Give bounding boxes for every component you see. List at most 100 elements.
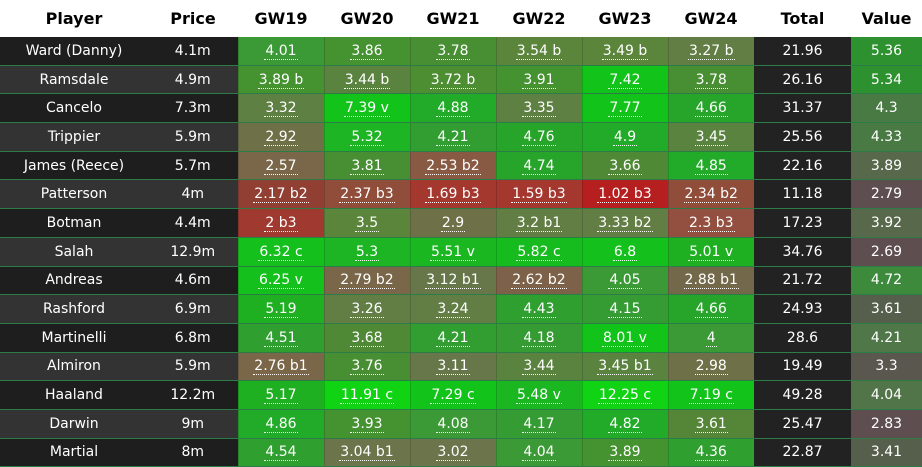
gameweek-score-cell[interactable]: 4.05: [581, 266, 668, 296]
gameweek-score-cell-label[interactable]: 8.01 v: [602, 329, 648, 347]
gameweek-score-cell[interactable]: 4.66: [667, 294, 754, 324]
gameweek-score-cell[interactable]: 3.2 b1: [495, 208, 582, 238]
gameweek-score-cell-label[interactable]: 4: [705, 329, 717, 347]
gameweek-score-cell[interactable]: 3.02: [409, 438, 496, 467]
gameweek-score-cell-label[interactable]: 4.01: [264, 42, 298, 60]
gameweek-score-cell-label[interactable]: 5.3: [354, 243, 380, 261]
gameweek-score-cell[interactable]: 3.76: [323, 352, 410, 382]
gameweek-score-cell[interactable]: 4.21: [409, 323, 496, 353]
gameweek-score-cell[interactable]: 3.54 b: [495, 37, 582, 66]
gameweek-score-cell[interactable]: 2.34 b2: [667, 179, 754, 210]
gameweek-score-cell-label[interactable]: 2.92: [264, 128, 298, 146]
gameweek-score-cell-label[interactable]: 6.8: [612, 243, 638, 261]
gameweek-score-cell[interactable]: 2.37 b3: [323, 179, 410, 210]
gameweek-score-cell-label[interactable]: 3.91: [522, 71, 556, 89]
gameweek-score-cell-label[interactable]: 3.93: [350, 415, 384, 433]
gameweek-score-cell-label[interactable]: 3.12 b1: [425, 272, 481, 290]
gameweek-score-cell[interactable]: 2.62 b2: [495, 266, 582, 296]
gameweek-score-cell[interactable]: 3.61: [667, 409, 754, 439]
gameweek-score-cell-label[interactable]: 2.57: [264, 157, 298, 175]
gameweek-score-cell-label[interactable]: 3.86: [350, 42, 384, 60]
gameweek-score-cell[interactable]: 3.24: [409, 294, 496, 324]
gameweek-score-cell[interactable]: 4.21: [409, 122, 496, 152]
gameweek-score-cell-label[interactable]: 5.19: [264, 301, 298, 319]
gameweek-score-cell-label[interactable]: 4.17: [522, 415, 556, 433]
header-price[interactable]: Price: [148, 0, 238, 37]
gameweek-score-cell-label[interactable]: 3.45: [694, 128, 728, 146]
gameweek-score-cell[interactable]: 3.78: [667, 65, 754, 95]
gameweek-score-cell-label[interactable]: 3.61: [694, 415, 728, 433]
gameweek-score-cell-label[interactable]: 1.69 b3: [425, 186, 481, 204]
gameweek-score-cell-label[interactable]: 3.11: [436, 358, 470, 376]
gameweek-score-cell-label[interactable]: 3.45 b1: [597, 358, 653, 376]
gameweek-score-cell-label[interactable]: 2.98: [694, 358, 728, 376]
gameweek-score-cell-label[interactable]: 4.74: [522, 157, 556, 175]
gameweek-score-cell[interactable]: 5.48 v: [495, 380, 582, 410]
gameweek-score-cell-label[interactable]: 1.59 b3: [511, 186, 567, 204]
header-gw20[interactable]: GW20: [324, 0, 410, 37]
gameweek-score-cell[interactable]: 5.51 v: [409, 237, 496, 267]
gameweek-score-cell-label[interactable]: 12.25 c: [597, 387, 653, 405]
gameweek-score-cell[interactable]: 4.74: [495, 151, 582, 181]
gameweek-score-cell[interactable]: 3.44: [495, 352, 582, 382]
gameweek-score-cell[interactable]: 6.32 c: [237, 237, 324, 267]
gameweek-score-cell[interactable]: 2.76 b1: [237, 352, 324, 382]
gameweek-score-cell-label[interactable]: 4.88: [436, 100, 470, 118]
gameweek-score-cell-label[interactable]: 3.04 b1: [339, 444, 395, 462]
gameweek-score-cell[interactable]: 2.9: [409, 208, 496, 238]
gameweek-score-cell-label[interactable]: 4.85: [694, 157, 728, 175]
gameweek-score-cell-label[interactable]: 2.9: [440, 214, 466, 232]
gameweek-score-cell-label[interactable]: 3.54 b: [515, 42, 563, 60]
gameweek-score-cell-label[interactable]: 4.21: [436, 128, 470, 146]
gameweek-score-cell-label[interactable]: 5.48 v: [516, 387, 562, 405]
gameweek-score-cell[interactable]: 3.04 b1: [323, 438, 410, 467]
gameweek-score-cell[interactable]: 4.76: [495, 122, 582, 152]
gameweek-score-cell-label[interactable]: 5.01 v: [688, 243, 735, 261]
gameweek-score-cell[interactable]: 11.91 c: [323, 380, 410, 410]
gameweek-score-cell-label[interactable]: 6.25 v: [258, 272, 304, 290]
gameweek-score-cell[interactable]: 7.39 v: [323, 93, 410, 124]
gameweek-score-cell[interactable]: 3.12 b1: [409, 266, 496, 296]
gameweek-score-cell[interactable]: 2.57: [237, 151, 324, 181]
header-player[interactable]: Player: [0, 0, 148, 37]
gameweek-score-cell[interactable]: 2.88 b1: [667, 266, 754, 296]
gameweek-score-cell-label[interactable]: 5.17: [264, 387, 298, 405]
gameweek-score-cell-label[interactable]: 2.79 b2: [339, 272, 395, 290]
gameweek-score-cell-label[interactable]: 3.78: [694, 71, 728, 89]
gameweek-score-cell[interactable]: 4.86: [237, 409, 324, 439]
gameweek-score-cell[interactable]: 4.08: [409, 409, 496, 439]
header-value[interactable]: Value: [851, 0, 922, 37]
gameweek-score-cell-label[interactable]: 7.42: [608, 71, 642, 89]
gameweek-score-cell[interactable]: 4: [667, 323, 754, 353]
gameweek-score-cell-label[interactable]: 2.17 b2: [253, 186, 309, 204]
gameweek-score-cell-label[interactable]: 3.27 b: [687, 42, 735, 60]
gameweek-score-cell[interactable]: 4.15: [581, 294, 668, 324]
gameweek-score-cell[interactable]: 5.17: [237, 380, 324, 410]
gameweek-score-cell-label[interactable]: 2.76 b1: [253, 358, 309, 376]
header-gw21[interactable]: GW21: [410, 0, 496, 37]
header-gw19[interactable]: GW19: [238, 0, 324, 37]
gameweek-score-cell-label[interactable]: 1.02 b3: [597, 186, 653, 204]
gameweek-score-cell-label[interactable]: 7.29 c: [430, 387, 476, 405]
gameweek-score-cell[interactable]: 7.42: [581, 65, 668, 95]
gameweek-score-cell-label[interactable]: 2.62 b2: [511, 272, 567, 290]
gameweek-score-cell-label[interactable]: 6.32 c: [258, 243, 304, 261]
gameweek-score-cell-label[interactable]: 2.53 b2: [425, 157, 481, 175]
gameweek-score-cell[interactable]: 4.43: [495, 294, 582, 324]
gameweek-score-cell[interactable]: 6.8: [581, 237, 668, 267]
gameweek-score-cell[interactable]: 3.66: [581, 151, 668, 181]
gameweek-score-cell-label[interactable]: 4.51: [264, 329, 298, 347]
gameweek-score-cell[interactable]: 3.89 b: [237, 65, 324, 95]
gameweek-score-cell-label[interactable]: 4.82: [608, 415, 642, 433]
gameweek-score-cell[interactable]: 5.01 v: [667, 237, 754, 267]
gameweek-score-cell-label[interactable]: 4.15: [608, 301, 642, 319]
gameweek-score-cell-label[interactable]: 4.66: [694, 301, 728, 319]
gameweek-score-cell-label[interactable]: 5.51 v: [430, 243, 476, 261]
gameweek-score-cell-label[interactable]: 2 b3: [264, 214, 298, 232]
gameweek-score-cell-label[interactable]: 4.43: [522, 301, 556, 319]
gameweek-score-cell-label[interactable]: 3.32: [264, 100, 298, 118]
gameweek-score-cell[interactable]: 7.19 c: [667, 380, 754, 410]
gameweek-score-cell[interactable]: 5.3: [323, 237, 410, 267]
gameweek-score-cell[interactable]: 4.01: [237, 37, 324, 66]
gameweek-score-cell[interactable]: 4.04: [495, 438, 582, 467]
